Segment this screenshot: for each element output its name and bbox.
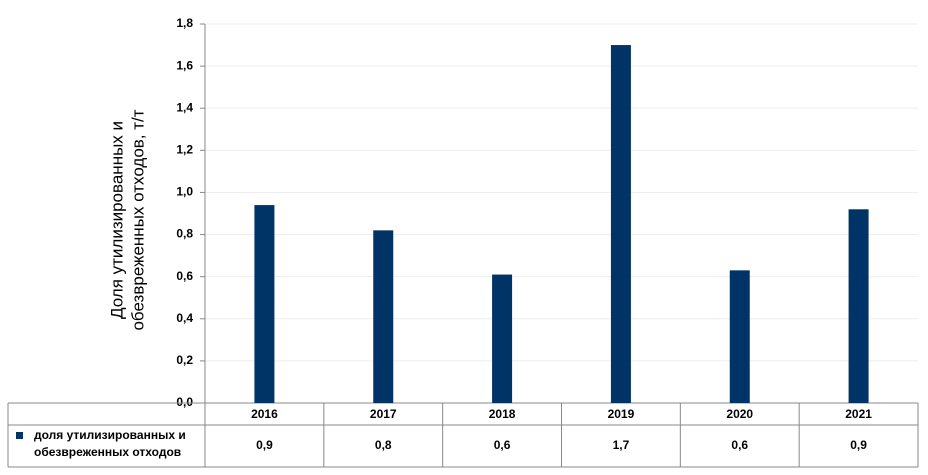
y-tick-label: 0,4	[176, 311, 193, 325]
y-tick-label: 0,2	[176, 353, 193, 367]
table-value: 0,9	[256, 438, 273, 452]
bar	[848, 209, 869, 403]
bar	[610, 45, 631, 404]
y-tick-label: 1,0	[176, 185, 193, 199]
table-value: 0,8	[375, 438, 392, 452]
x-tick-label: 2021	[845, 407, 872, 421]
x-tick-label: 2017	[370, 407, 397, 421]
bar	[492, 274, 513, 403]
y-axis-title: Доля утилизированных и обезвреженных отх…	[107, 109, 147, 330]
y-tick-label: 0,6	[176, 269, 193, 283]
bar	[254, 205, 275, 403]
x-tick-label: 2019	[608, 407, 635, 421]
y-tick-label: 1,8	[176, 16, 193, 30]
table-value: 0,6	[494, 438, 511, 452]
y-tick-label: 0,8	[176, 227, 193, 241]
table-value: 0,9	[850, 438, 867, 452]
x-tick-label: 2016	[251, 407, 278, 421]
table-value: 1,7	[613, 438, 630, 452]
bar	[373, 230, 394, 403]
legend: доля утилизированных и обезвреженных отх…	[8, 427, 203, 461]
y-axis-title-line: Доля утилизированных и	[107, 121, 126, 319]
legend-swatch	[16, 432, 23, 439]
y-tick-label: 1,2	[176, 143, 193, 157]
x-tick-label: 2020	[726, 407, 753, 421]
y-axis-title-line: обезвреженных отходов, т/т	[128, 109, 147, 330]
y-tick-label: 1,4	[176, 100, 193, 114]
table-value: 0,6	[731, 438, 748, 452]
bar	[729, 270, 750, 403]
legend-label: доля утилизированных и обезвреженных отх…	[34, 428, 186, 459]
y-tick-label: 0,0	[176, 395, 193, 409]
x-tick-label: 2018	[489, 407, 516, 421]
legend-entry: доля утилизированных и обезвреженных отх…	[8, 427, 203, 461]
y-tick-label: 1,6	[176, 58, 193, 72]
